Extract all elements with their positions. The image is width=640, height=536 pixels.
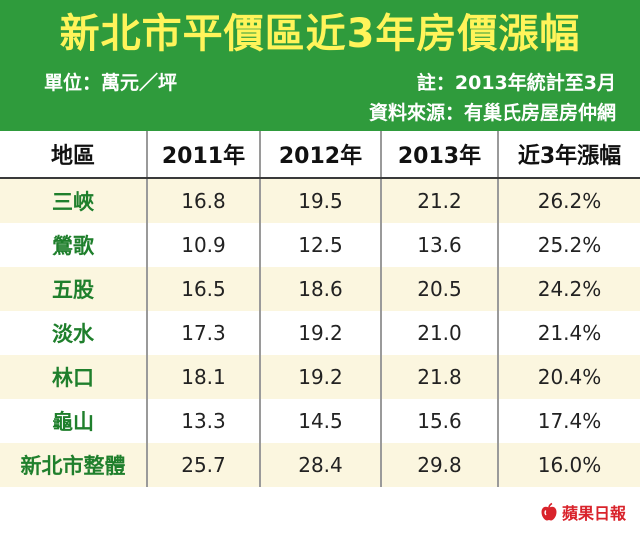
region-cell: 龜山 [0,399,147,443]
growth-cell: 25.2% [497,223,640,267]
value-2013-cell: 21.2 [380,178,498,223]
source-label: 資料來源：有巢氏房屋房仲網 [368,102,616,124]
header-banner: 新北市平價區近3年房價漲幅 單位：萬元／坪 註：2013年統計至3月 資料來源：… [0,0,640,131]
value-2011-cell: 13.3 [146,399,260,443]
header-2011: 2011年 [146,131,260,179]
value-2011-cell: 16.8 [146,178,260,223]
growth-cell: 21.4% [497,311,640,355]
price-table: 地區 2011年 2012年 2013年 近3年漲幅 三峽 16.8 19.5 … [0,131,640,487]
region-cell: 五股 [0,267,147,311]
value-2012-cell: 19.2 [259,355,381,399]
table-header-row: 地區 2011年 2012年 2013年 近3年漲幅 [0,131,640,179]
header-2012: 2012年 [259,131,381,179]
table-row: 林口 18.1 19.2 21.8 20.4% [0,355,640,399]
table-row: 三峽 16.8 19.5 21.2 26.2% [0,178,640,223]
chart-title: 新北市平價區近3年房價漲幅 [59,11,581,57]
table-row: 新北市整體 25.7 28.4 29.8 16.0% [0,443,640,487]
region-cell: 林口 [0,355,147,399]
value-2013-cell: 20.5 [380,267,498,311]
region-cell: 三峽 [0,178,147,223]
growth-cell: 16.0% [497,443,640,487]
region-cell: 淡水 [0,311,147,355]
value-2011-cell: 17.3 [146,311,260,355]
table-row: 五股 16.5 18.6 20.5 24.2% [0,267,640,311]
growth-cell: 17.4% [497,399,640,443]
header-2013: 2013年 [380,131,498,179]
region-cell: 新北市整體 [0,443,147,487]
table-row: 龜山 13.3 14.5 15.6 17.4% [0,399,640,443]
table-row: 鶯歌 10.9 12.5 13.6 25.2% [0,223,640,267]
value-2012-cell: 28.4 [259,443,381,487]
growth-cell: 20.4% [497,355,640,399]
growth-cell: 26.2% [497,178,640,223]
header-growth: 近3年漲幅 [497,131,640,179]
value-2011-cell: 10.9 [146,223,260,267]
table-row: 淡水 17.3 19.2 21.0 21.4% [0,311,640,355]
value-2011-cell: 18.1 [146,355,260,399]
value-2011-cell: 16.5 [146,267,260,311]
value-2011-cell: 25.7 [146,443,260,487]
value-2013-cell: 21.0 [380,311,498,355]
value-2013-cell: 21.8 [380,355,498,399]
header-region: 地區 [0,131,147,179]
value-2013-cell: 15.6 [380,399,498,443]
growth-cell: 24.2% [497,267,640,311]
publisher-logo: 蘋果日報 [539,500,626,524]
value-2012-cell: 19.2 [259,311,381,355]
region-cell: 鶯歌 [0,223,147,267]
value-2013-cell: 29.8 [380,443,498,487]
value-2012-cell: 18.6 [259,267,381,311]
value-2012-cell: 12.5 [259,223,381,267]
value-2012-cell: 19.5 [259,178,381,223]
value-2012-cell: 14.5 [259,399,381,443]
value-2013-cell: 13.6 [380,223,498,267]
unit-label: 單位：萬元／坪 [44,72,178,94]
apple-icon [541,502,557,521]
logo-text: 蘋果日報 [561,504,626,523]
note-label: 註：2013年統計至3月 [416,72,616,94]
